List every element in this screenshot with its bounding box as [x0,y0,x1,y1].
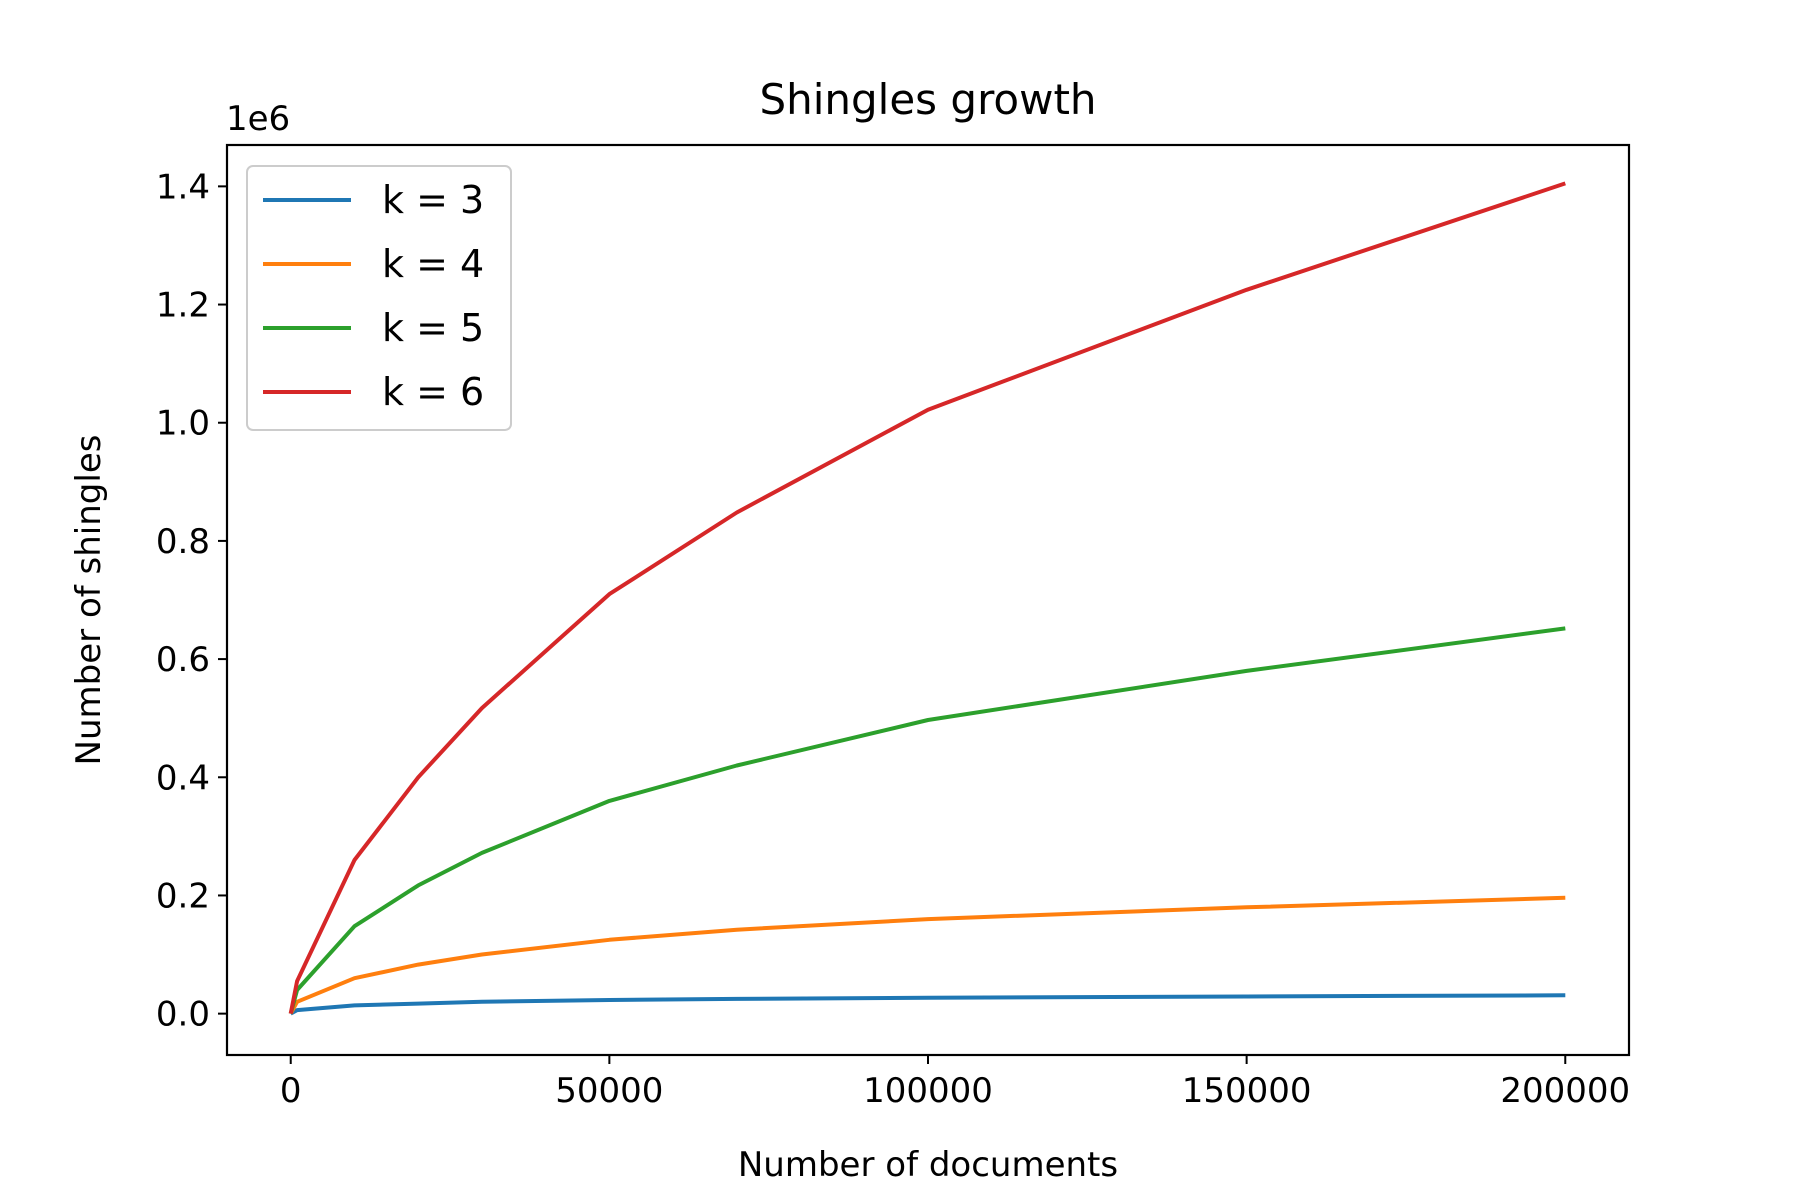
x-tick-label: 150000 [1182,1071,1312,1111]
legend-box [246,165,512,431]
x-tick-label: 200000 [1500,1071,1630,1111]
series-line-k6 [288,181,1566,1014]
legend-label-k6: k = 6 [382,370,484,414]
series-line-k3 [289,993,1566,1016]
legend-label-k4: k = 4 [382,242,484,286]
legend: k = 3 k = 4 k = 5 k = 6 [246,165,512,431]
series-line-k5 [288,626,1566,1015]
series-line-k4 [288,895,1566,1015]
x-tick-label: 100000 [863,1071,993,1111]
y-tick-label: 1.4 [156,167,210,207]
chart-title: Shingles growth [759,75,1096,124]
plot-area [288,181,1566,1016]
y-tick-label: 0.4 [156,758,210,798]
y-tick-label: 0.2 [156,876,210,916]
y-offset-label: 1e6 [226,99,290,139]
x-axis-label: Number of documents [738,1145,1118,1185]
y-tick-label: 1.2 [156,286,210,326]
y-tick-label: 0.8 [156,522,210,562]
y-tick-label: 0.6 [156,640,210,680]
y-tick-label: 0.0 [156,995,210,1035]
x-tick-label: 0 [280,1071,302,1111]
axis-ticks: 0 50000 100000 150000 200000 0.0 0.2 0.4 0.6 0.8 1… [156,167,1630,1111]
legend-label-k3: k = 3 [382,178,484,222]
x-tick-label: 50000 [555,1071,663,1111]
y-tick-label: 1.0 [156,404,210,444]
y-axis-label: Number of shingles [69,435,109,766]
legend-label-k5: k = 5 [382,306,484,350]
